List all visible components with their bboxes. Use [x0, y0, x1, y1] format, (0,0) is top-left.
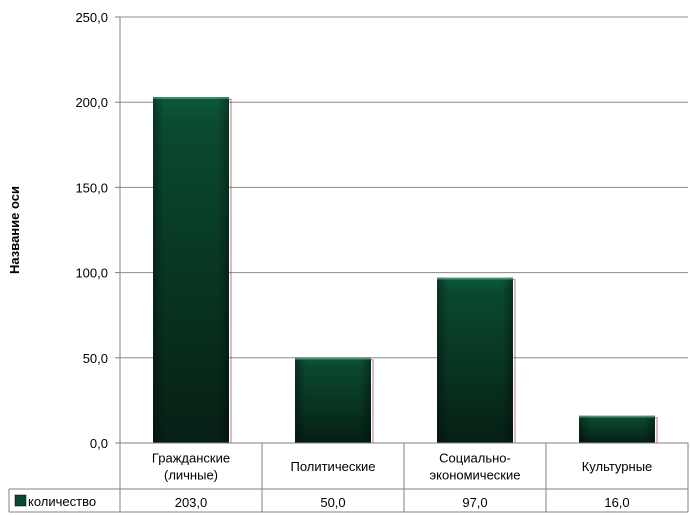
legend-label: количество — [28, 494, 96, 509]
y-tick-label: 250,0 — [75, 10, 108, 25]
bar-shading — [295, 357, 371, 443]
x-category-label: Политические — [290, 459, 375, 474]
y-tick-label: 100,0 — [75, 266, 108, 281]
bar-shading — [437, 277, 513, 443]
bars — [153, 97, 658, 444]
x-category-label: Культурные — [582, 459, 653, 474]
bar-shading — [153, 97, 229, 443]
data-label: 50,0 — [320, 495, 345, 510]
x-category-label: Гражданские — [152, 451, 230, 466]
axes: 0,0 50,0 100,0 150,0 200,0 250,0 — [75, 10, 688, 512]
y-tick-label: 200,0 — [75, 95, 108, 110]
y-axis-label: Название оси — [7, 186, 22, 274]
data-table: Гражданские (личные) 203,0 Политические 50,0… — [8, 443, 689, 513]
y-tick-label: 0,0 — [90, 436, 108, 451]
data-label: 97,0 — [462, 495, 487, 510]
y-tick-label: 150,0 — [75, 180, 108, 195]
x-category-label: (личные) — [164, 468, 218, 483]
data-label: 203,0 — [175, 495, 208, 510]
data-label: 16,0 — [604, 495, 629, 510]
x-category-label: Социально- — [439, 451, 511, 466]
x-category-label: экономические — [430, 468, 521, 483]
y-tick-label: 50,0 — [83, 351, 108, 366]
bar-shading — [579, 415, 655, 443]
legend-swatch — [14, 494, 27, 507]
